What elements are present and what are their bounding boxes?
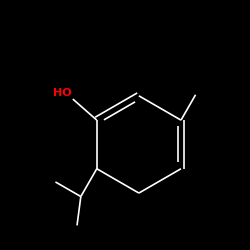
Text: HO: HO [53, 88, 72, 98]
